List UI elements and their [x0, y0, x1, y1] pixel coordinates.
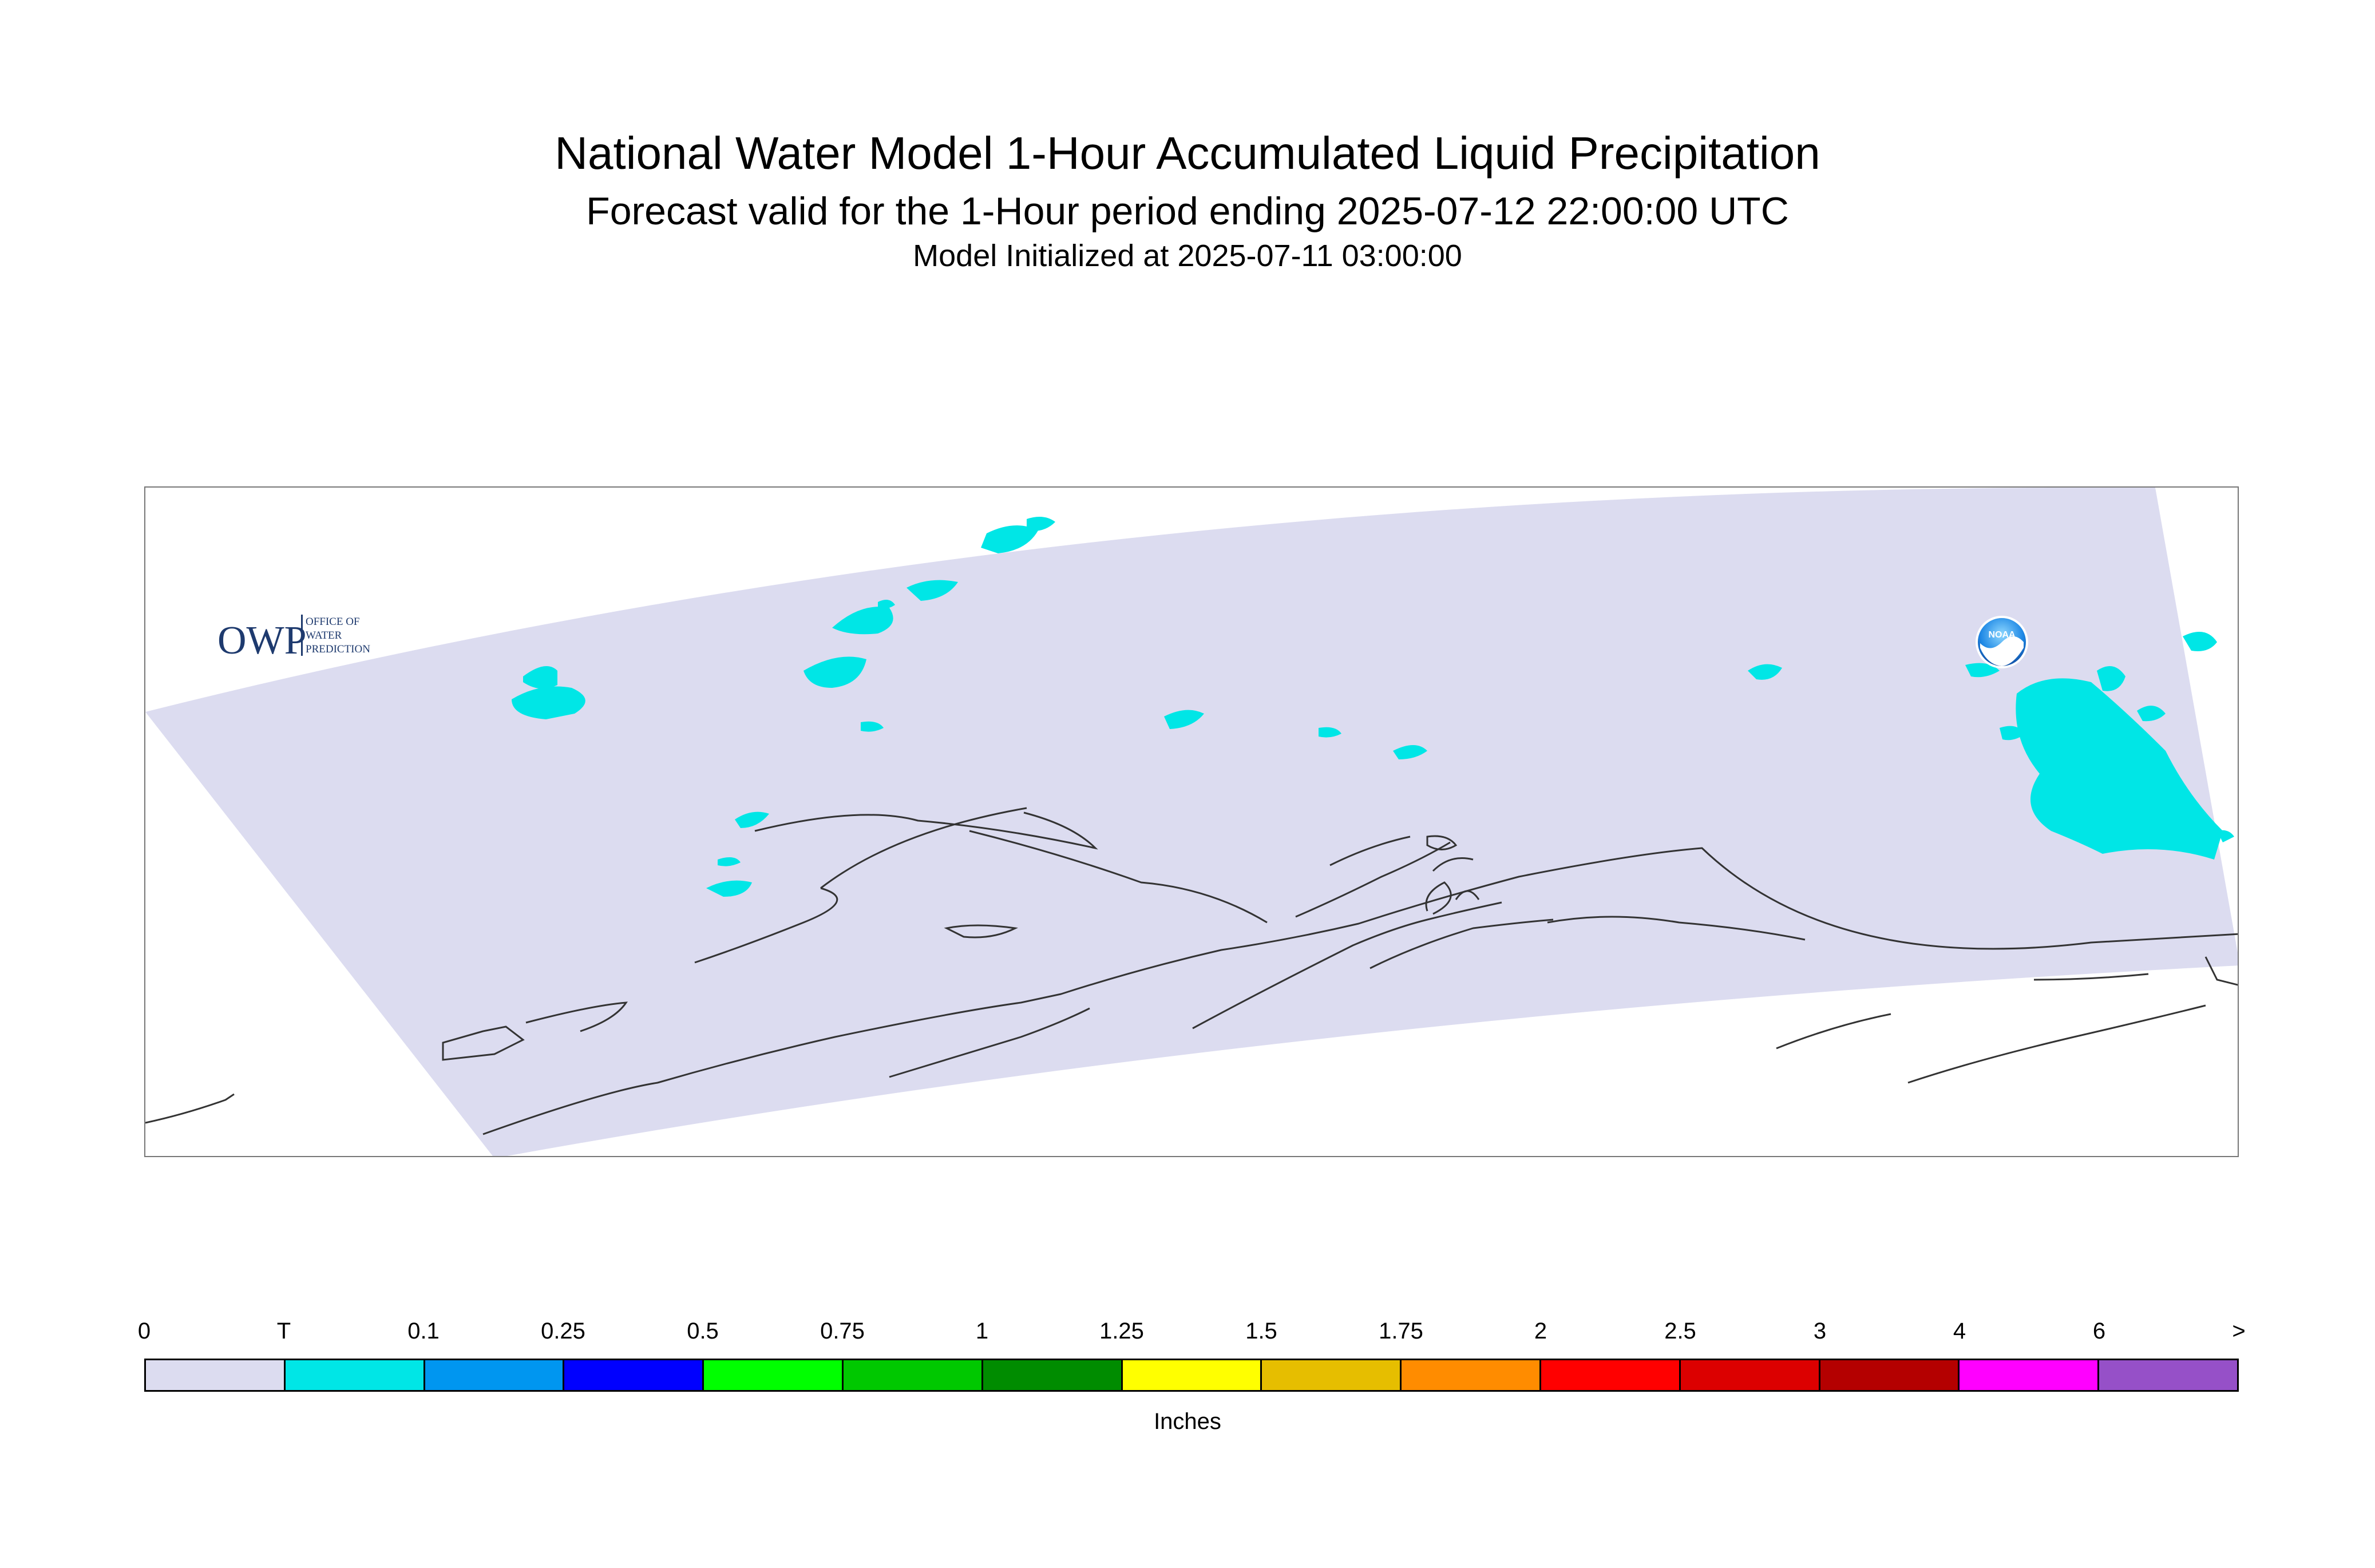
legend-tick-label: 0	[137, 1318, 151, 1344]
legend-tick-label: 0.5	[687, 1318, 719, 1344]
legend-color-box	[843, 1360, 983, 1390]
legend-color-box	[1262, 1360, 1402, 1390]
model-init-line: Model Initialized at 2025-07-11 03:00:00	[913, 239, 1462, 273]
legend-tick-label: >	[2232, 1318, 2246, 1344]
svg-text:WATER: WATER	[306, 629, 342, 642]
legend-tick-label: 2	[1534, 1318, 1547, 1344]
map-title: National Water Model 1-Hour Accumulated …	[555, 128, 1820, 179]
legend-tick-label: 1	[975, 1318, 989, 1344]
precipitation-map	[145, 488, 2238, 1156]
forecast-valid-subtitle: Forecast valid for the 1-Hour period end…	[586, 189, 1789, 233]
legend-tick-label: 4	[1953, 1318, 1966, 1344]
svg-text:OWP: OWP	[217, 619, 307, 660]
legend-tick-label: 0.75	[820, 1318, 865, 1344]
legend-tick-label: T	[276, 1318, 291, 1344]
legend-tick-label: 1.5	[1245, 1318, 1277, 1344]
owp-logo: OWP OFFICE OF WATER PREDICTION	[217, 615, 370, 660]
legend-color-box	[285, 1360, 425, 1390]
legend-color-box	[564, 1360, 704, 1390]
svg-text:NOAA: NOAA	[1988, 630, 2016, 640]
map-frame	[144, 486, 2239, 1157]
model-domain-area	[145, 488, 2238, 1156]
legend-color-box	[1820, 1360, 1960, 1390]
legend-tick-label: 0.25	[541, 1318, 585, 1344]
coastline-outlines	[145, 807, 2238, 1135]
legend-tick-label: 6	[2092, 1318, 2106, 1344]
legend-tick-label: 3	[1813, 1318, 1827, 1344]
noaa-logo: NOAA	[1976, 616, 2028, 668]
svg-text:OFFICE OF: OFFICE OF	[306, 616, 360, 628]
legend-color-box	[983, 1360, 1123, 1390]
legend-color-box	[1960, 1360, 2100, 1390]
legend-color-box	[146, 1360, 286, 1390]
legend-color-box	[704, 1360, 844, 1390]
legend-color-box	[425, 1360, 565, 1390]
legend-tick-label: 0.1	[407, 1318, 440, 1344]
legend-color-box	[1402, 1360, 1541, 1390]
precipitation-areas	[512, 517, 2234, 897]
color-legend	[144, 1359, 2239, 1392]
legend-color-box	[2099, 1360, 2237, 1390]
legend-tick-label: 1.75	[1379, 1318, 1423, 1344]
svg-text:PREDICTION: PREDICTION	[306, 643, 370, 655]
legend-color-box	[1541, 1360, 1681, 1390]
legend-color-box	[1122, 1360, 1262, 1390]
legend-tick-label: 2.5	[1664, 1318, 1696, 1344]
legend-tick-label: 1.25	[1099, 1318, 1144, 1344]
legend-units-label: Inches	[1154, 1409, 1221, 1434]
legend-color-box	[1680, 1360, 1820, 1390]
